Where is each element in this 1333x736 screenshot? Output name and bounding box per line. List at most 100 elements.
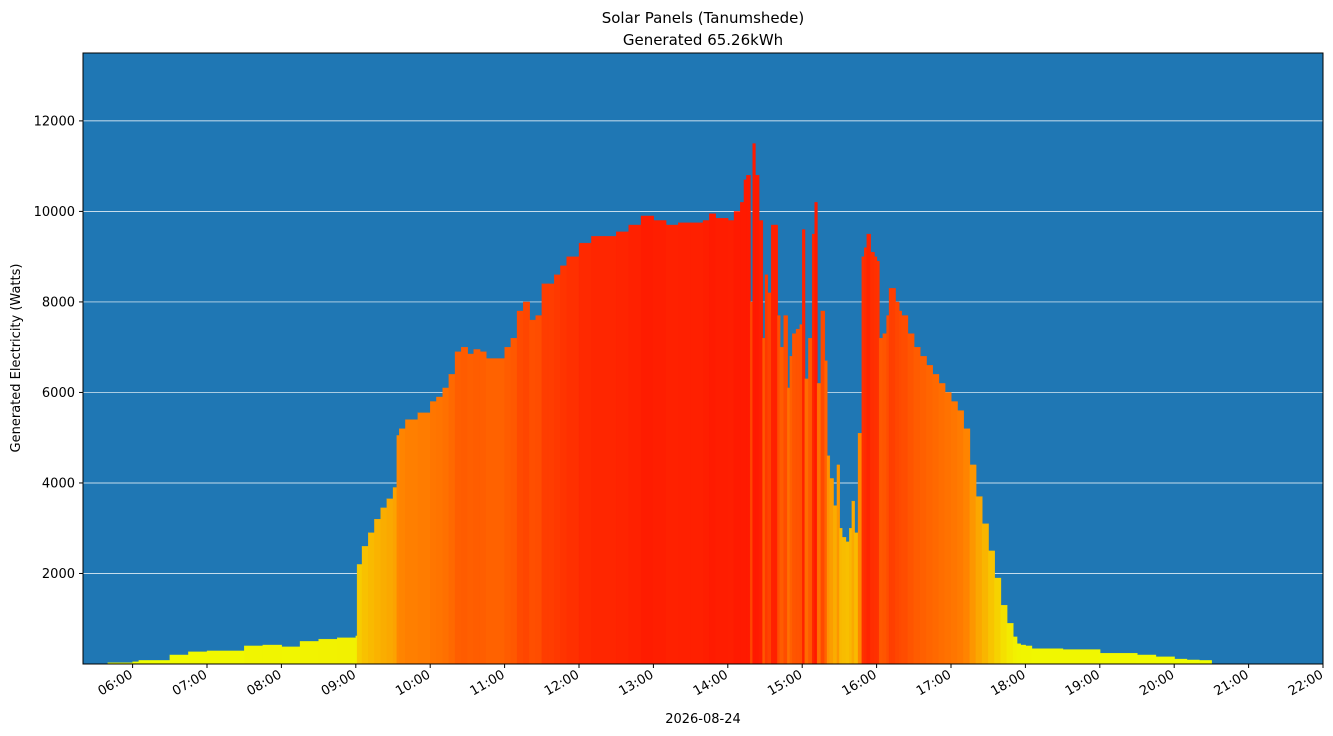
x-tick-label: 17:00 (914, 667, 954, 699)
bar (804, 378, 809, 665)
bar (709, 213, 716, 665)
bar (485, 358, 506, 665)
bar (461, 347, 468, 665)
bar (975, 496, 983, 665)
x-tick-label: 13:00 (616, 667, 656, 699)
x-tick-label: 20:00 (1137, 667, 1177, 699)
bar (1016, 643, 1021, 665)
bar (833, 505, 838, 665)
bar (994, 577, 1002, 665)
bar (436, 396, 444, 665)
bar (1136, 654, 1157, 665)
bar (754, 175, 760, 665)
bar (603, 236, 617, 665)
bar (969, 464, 977, 665)
axes (82, 52, 1324, 665)
bar (467, 353, 475, 665)
x-tick-label: 18:00 (988, 667, 1028, 699)
bar (882, 333, 888, 665)
bar (1000, 605, 1008, 665)
bar (771, 224, 776, 665)
bar (733, 211, 741, 665)
bar (1020, 644, 1026, 665)
y-tick-label: 2000 (42, 567, 75, 582)
bar (1099, 652, 1138, 665)
bar (510, 337, 518, 665)
bar (1025, 645, 1033, 665)
bar (895, 301, 900, 665)
x-tick-label: 10:00 (393, 667, 433, 699)
bar (392, 487, 398, 665)
bar (169, 654, 189, 665)
bar (792, 333, 797, 665)
bar (783, 315, 788, 665)
bar (944, 392, 952, 665)
x-tick-label: 21:00 (1212, 667, 1252, 699)
bar (690, 222, 704, 665)
bar (529, 319, 537, 665)
bar (845, 541, 850, 665)
bar (1031, 648, 1064, 665)
bar (356, 564, 363, 665)
x-tick-label: 12:00 (542, 667, 582, 699)
bar (727, 220, 735, 665)
bar (870, 251, 875, 665)
chart-title: Solar Panels (Tanumshede) (602, 9, 805, 27)
bar (1012, 636, 1018, 665)
bar (926, 365, 933, 665)
bar (504, 347, 512, 665)
bar (281, 646, 301, 665)
x-tick-label: 15:00 (765, 667, 805, 699)
bar (318, 638, 338, 665)
x-tick-label: 14:00 (691, 667, 731, 699)
bar (891, 288, 896, 665)
x-tick-label: 19:00 (1063, 667, 1103, 699)
plot-frame (82, 52, 1324, 665)
bar (907, 333, 915, 665)
bar (386, 498, 394, 665)
bar (740, 202, 745, 665)
bar (938, 383, 946, 665)
bar (866, 233, 871, 665)
bar (516, 310, 524, 665)
bar (399, 428, 406, 665)
bar (988, 550, 995, 665)
bar (808, 337, 813, 665)
x-tick-label: 11:00 (468, 667, 508, 699)
bar (767, 292, 772, 665)
bar (665, 224, 679, 665)
bar (138, 660, 171, 665)
bar (919, 356, 927, 665)
bar (758, 220, 764, 665)
x-tick-label: 22:00 (1286, 667, 1326, 699)
bar (913, 347, 921, 665)
bar (816, 383, 822, 665)
x-tick-label: 09:00 (319, 667, 359, 699)
bar (981, 523, 989, 665)
bar (361, 546, 369, 665)
x-tick-label: 08:00 (244, 667, 284, 699)
bar (715, 218, 729, 665)
bar (1186, 659, 1200, 665)
bar (591, 236, 605, 665)
bar (473, 349, 481, 665)
bar (188, 651, 208, 665)
bar (932, 374, 940, 665)
bar (566, 256, 580, 665)
x-ticks: 06:00 07:00 08:00 09:00 10:00 11:00 12:00 13:00… (96, 664, 1326, 699)
bar (678, 222, 692, 665)
x-tick-label: 07:00 (170, 667, 210, 699)
bar (957, 410, 964, 665)
bar (430, 401, 437, 665)
bar (616, 231, 630, 665)
bar (374, 519, 382, 665)
bar (454, 351, 462, 665)
bar (554, 274, 561, 665)
bar (746, 175, 751, 665)
y-ticks: 2000 4000 6000 8000 10000 12000 (34, 114, 83, 582)
bar (523, 301, 530, 665)
bar (963, 428, 971, 665)
bar (878, 337, 884, 665)
bar (541, 283, 549, 665)
